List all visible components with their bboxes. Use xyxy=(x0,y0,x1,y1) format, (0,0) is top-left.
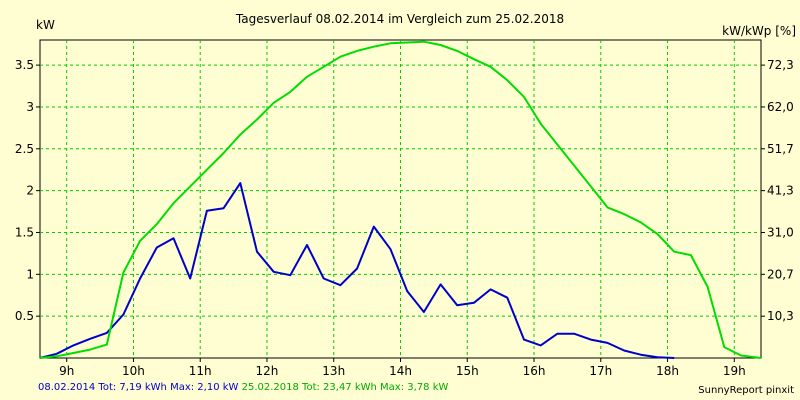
y-tick-label-left: 1.5 xyxy=(15,225,34,239)
x-tick-label: 12h xyxy=(256,364,279,378)
y-tick-label-right: 62,0 xyxy=(767,100,794,114)
y-tick-label-left: 0.5 xyxy=(15,309,34,323)
ticks: 9h 10h 11h 12h 13h 14h 15h 16h 17h 18h 19h 0.5 10,3 1… xyxy=(15,58,794,378)
legend-series-2: 25.02.2018 Tot: 23,47 kWh Max: 3,78 kW xyxy=(241,382,449,393)
series-line-1 xyxy=(39,182,675,359)
y-tick-label-right: 31,0 xyxy=(767,225,794,239)
x-tick-label: 15h xyxy=(456,364,479,378)
x-tick-label: 11h xyxy=(189,364,212,378)
x-tick-label: 9h xyxy=(59,364,74,378)
x-tick-label: 10h xyxy=(122,364,145,378)
x-tick-label: 18h xyxy=(656,364,679,378)
y-axis-label-right: kW/kWp [%] xyxy=(722,24,796,38)
y-axis-label-left: kW xyxy=(36,18,55,32)
y-tick-label-right: 41,3 xyxy=(767,184,794,198)
credit: SunnyReport pinxit xyxy=(698,385,794,396)
series-lines xyxy=(39,40,762,359)
y-tick-label-left: 3 xyxy=(26,100,34,114)
x-tick-label: 14h xyxy=(389,364,412,378)
y-tick-label-left: 3.5 xyxy=(15,58,34,72)
y-tick-label-right: 20,7 xyxy=(767,267,794,281)
y-tick-label-right: 10,3 xyxy=(767,309,794,323)
y-tick-label-right: 72,3 xyxy=(767,58,794,72)
grid xyxy=(40,40,761,358)
y-tick-label-left: 2.5 xyxy=(15,142,34,156)
x-tick-label: 19h xyxy=(723,364,746,378)
series-line-2 xyxy=(39,40,762,359)
x-tick-label: 16h xyxy=(523,364,546,378)
chart-title: Tagesverlauf 08.02.2014 im Vergleich zum… xyxy=(235,12,564,26)
y-tick-label-left: 2 xyxy=(26,184,34,198)
footer-legend: 08.02.2014 Tot: 7,19 kWh Max: 2,10 kW 25… xyxy=(38,382,448,393)
x-tick-label: 13h xyxy=(322,364,345,378)
x-tick-label: 17h xyxy=(589,364,612,378)
y-tick-label-left: 1 xyxy=(26,267,34,281)
y-tick-label-right: 51,7 xyxy=(767,142,794,156)
legend-series-1: 08.02.2014 Tot: 7,19 kWh Max: 2,10 kW xyxy=(38,382,239,393)
